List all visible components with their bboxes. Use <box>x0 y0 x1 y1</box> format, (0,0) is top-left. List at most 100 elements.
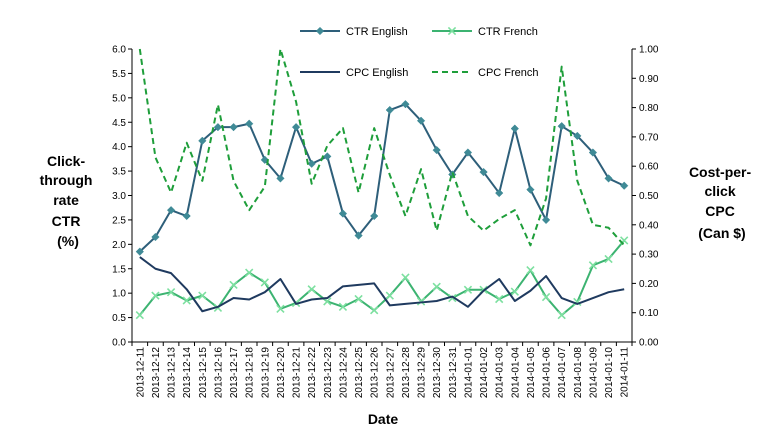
x-tick-label: 2013-12-18 <box>245 347 256 399</box>
data-point <box>245 268 254 277</box>
data-point <box>416 116 426 125</box>
data-point <box>573 297 582 307</box>
x-axis-ticks: 2013-12-11 2013-12-12 2013-12-13 2013-12-14… <box>131 342 633 399</box>
data-point <box>588 148 598 157</box>
x-tick-label: 2013-12-14 <box>182 347 193 399</box>
data-point <box>463 148 473 157</box>
data-point <box>604 174 613 183</box>
x-tick-label: 2014-01-06 <box>542 347 553 399</box>
data-point <box>166 288 176 297</box>
x-tick-label: 2013-12-11 <box>135 347 146 398</box>
data-point <box>276 304 285 313</box>
x-tick-label: 2013-12-20 <box>276 347 287 399</box>
data-point <box>182 296 191 305</box>
x-tick-label: 2013-12-26 <box>370 347 381 399</box>
left-axis-title-line: Click- <box>47 153 85 169</box>
legend-label: CTR French <box>478 26 538 38</box>
data-point <box>182 211 191 221</box>
left-tick-label: 1.5 <box>112 264 126 275</box>
data-point <box>526 266 535 275</box>
left-axis-ticks: 0.0 0.5 1.0 1.5 2.0 2.5 3.0 3.5 4.0 4.5 5.0 5.5 6.0 <box>112 45 132 349</box>
data-point <box>401 273 410 282</box>
data-point <box>620 181 629 190</box>
x-tick-label: 2014-01-09 <box>588 347 599 399</box>
right-tick-label: 0.70 <box>639 132 659 143</box>
data-point <box>135 310 144 320</box>
right-tick-label: 0.20 <box>639 279 659 290</box>
legend-item: CTR French <box>432 26 538 38</box>
x-tick-label: 2014-01-08 <box>573 347 584 399</box>
series-line <box>139 103 625 253</box>
right-tick-label: 0.80 <box>639 103 659 114</box>
series-ctr-french <box>135 236 629 320</box>
legend-item: CPC French <box>432 67 539 79</box>
left-axis-title-line: (%) <box>57 233 79 249</box>
x-tick-label: 2014-01-05 <box>526 347 537 399</box>
x-tick-label: 2013-12-21 <box>292 347 303 399</box>
legend-item: CPC English <box>300 67 408 79</box>
x-axis-title: Date <box>368 411 399 427</box>
data-point <box>370 306 379 315</box>
right-axis-title-line: Cost-per- <box>689 164 752 180</box>
left-axis-title: Click- through rate CTR (%) <box>40 153 97 249</box>
left-axis-title-line: CTR <box>52 213 81 229</box>
x-tick-label: 2014-01-03 <box>495 347 506 399</box>
right-tick-label: 0.00 <box>639 338 659 349</box>
right-axis-ticks: 0.00 0.10 0.20 0.30 0.40 0.50 0.60 0.70 0.80 0.90… <box>632 45 659 349</box>
x-tick-label: 2014-01-11 <box>620 347 631 398</box>
legend-label: CPC French <box>478 67 539 79</box>
x-tick-label: 2013-12-19 <box>260 347 271 399</box>
data-point <box>573 131 582 141</box>
x-tick-label: 2013-12-17 <box>229 347 240 399</box>
x-tick-label: 2013-12-31 <box>448 347 459 399</box>
data-point <box>495 188 504 198</box>
data-point <box>541 215 551 225</box>
series-cpc-french <box>138 48 625 247</box>
legend-marker <box>447 26 457 36</box>
left-tick-label: 4.0 <box>112 142 126 153</box>
data-point <box>463 285 473 294</box>
data-point <box>604 254 613 264</box>
data-point <box>198 136 207 145</box>
data-point <box>338 302 348 312</box>
data-point <box>557 122 566 131</box>
data-point <box>432 282 441 291</box>
right-tick-label: 0.10 <box>639 308 659 319</box>
left-tick-label: 2.5 <box>112 215 126 226</box>
data-point <box>354 294 363 304</box>
left-tick-label: 3.5 <box>112 167 126 178</box>
left-tick-label: 5.0 <box>112 93 126 104</box>
data-point <box>229 122 238 132</box>
left-tick-label: 5.5 <box>112 69 126 80</box>
right-tick-label: 0.50 <box>639 191 659 202</box>
series-line <box>138 48 625 247</box>
left-tick-label: 1.0 <box>112 289 126 300</box>
data-point <box>510 287 519 296</box>
data-point <box>385 105 394 115</box>
data-point <box>276 174 285 183</box>
right-axis-title-line: click <box>704 183 735 199</box>
data-point <box>510 124 519 133</box>
data-point <box>354 231 363 240</box>
left-tick-label: 0.0 <box>112 338 126 349</box>
left-axis-title-line: through <box>40 172 93 188</box>
data-point <box>557 310 566 320</box>
data-point <box>260 155 269 165</box>
x-tick-label: 2014-01-07 <box>557 347 568 399</box>
x-tick-label: 2013-12-28 <box>401 347 412 399</box>
data-point <box>307 285 316 294</box>
x-tick-label: 2013-12-29 <box>417 347 428 399</box>
x-tick-label: 2014-01-01 <box>463 347 474 399</box>
data-point <box>588 261 598 270</box>
x-tick-label: 2013-12-25 <box>354 347 365 399</box>
legend: CTR English CTR French CPC English CPC Fren… <box>300 26 539 79</box>
data-point <box>151 291 160 300</box>
data-point <box>166 205 176 215</box>
data-point <box>229 280 238 290</box>
x-tick-label: 2013-12-16 <box>213 347 224 399</box>
data-point <box>448 293 457 303</box>
right-tick-label: 1.00 <box>639 45 659 56</box>
data-point <box>495 294 504 304</box>
x-tick-label: 2014-01-02 <box>479 347 490 399</box>
